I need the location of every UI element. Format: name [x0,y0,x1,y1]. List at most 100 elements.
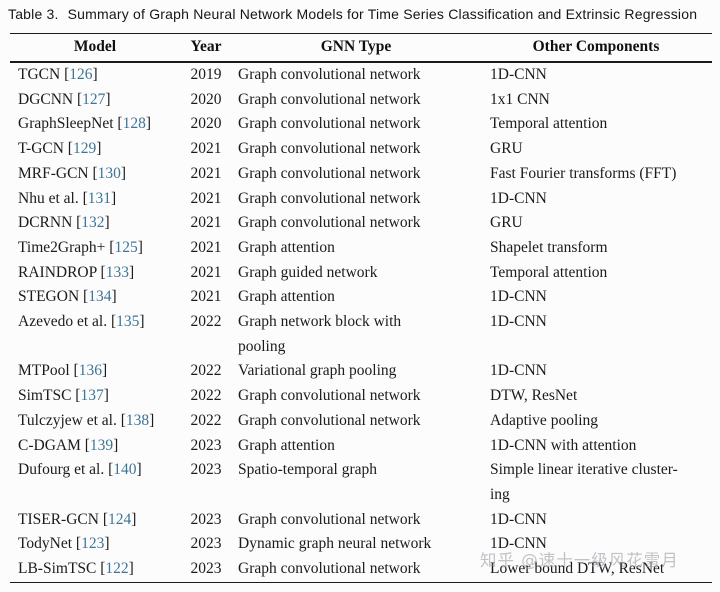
year-cell: 2023 [190,535,222,553]
caption-text: Summary of Graph Neural Network Models f… [67,6,698,22]
year-cell: 2021 [190,263,222,281]
header-row: Model Year GNN Type Other Components [10,34,712,62]
model-cell: C-DGAM [139] [10,434,180,459]
citation-link[interactable]: 134 [88,288,112,306]
citation-link[interactable]: 139 [89,436,114,454]
model-cell: RAINDROP [133] [10,261,180,286]
citation-bracket: ] [92,66,98,83]
table-row: Dufourg et al. [140] 2023 Spatio-temporal … [10,458,712,507]
gnn-type-cell: Graph convolutional network [238,115,421,133]
citation-link[interactable]: 122 [105,560,129,578]
table-row: Tulczyjew et al. [138] 2022 Graph convolut… [10,409,712,434]
table-row: MRF-GCN [130] 2021 Graph convolutional net… [10,162,712,187]
citation-bracket: ] [104,535,110,553]
model-cell: MTPool [136] [10,359,180,384]
year-cell: 2019 [190,66,222,83]
other-components-cell: Fast Fourier transforms (FFT) [490,164,677,182]
model-name: Dufourg et al. [ [18,461,114,479]
table-row: T-GCN [129] 2021 Graph convolutional netwo… [10,137,712,162]
gnn-type-cell: Graph convolutional network [238,510,421,528]
citation-bracket: ] [139,313,145,331]
table-row: LB-SimTSC [122] 2023 Graph convolutional n… [10,557,712,582]
header-year: Year [190,38,222,55]
other-components-cell: 1D-CNN [490,362,547,380]
citation-link[interactable]: 126 [69,66,93,83]
model-cell: TodyNet [123] [10,532,180,557]
year-cell: 2021 [190,189,222,207]
model-name: SimTSC [ [18,387,81,405]
gnn-type-cell: Graph network block with pooling [238,313,402,355]
table-row: SimTSC [137] 2022 Graph convolutional netw… [10,384,712,409]
year-cell: 2020 [190,90,222,108]
table-row: Time2Graph+ [125] 2021 Graph attention Shap… [10,236,712,261]
caption-label: Table 3. [8,6,59,22]
citation-link[interactable]: 124 [107,510,132,528]
other-components-cell: 1D-CNN [490,66,547,83]
table-row: C-DGAM [139] 2023 Graph attention 1D-CNN wi… [10,434,712,459]
year-cell: 2023 [190,560,222,578]
citation-link[interactable]: 136 [78,362,102,380]
header-other-components: Other Components [532,38,660,55]
table-row: TGCN [126] 2019 Graph convolutional networ… [10,62,712,88]
model-cell: Nhu et al. [131] [10,187,180,212]
citation-bracket: ] [128,263,135,281]
model-cell: MRF-GCN [130] [10,162,180,187]
citation-bracket: ] [113,436,119,454]
citation-link[interactable]: 135 [116,313,140,331]
table-row: Nhu et al. [131] 2021 Graph convolutional … [10,187,712,212]
citation-link[interactable]: 123 [81,535,105,553]
model-cell: Time2Graph+ [125] [10,236,180,261]
year-cell: 2021 [190,140,222,158]
citation-bracket: ] [110,189,117,207]
year-cell: 2023 [190,461,222,479]
citation-link[interactable]: 128 [122,115,146,133]
year-cell: 2021 [190,164,222,182]
table-row: GraphSleepNet [128] 2020 Graph convolution… [10,112,712,137]
table-row: MTPool [136] 2022 Variational graph poolin… [10,359,712,384]
citation-link[interactable]: 125 [114,238,138,256]
model-name: Time2Graph+ [ [18,238,115,256]
gnn-type-cell: Graph attention [238,288,335,306]
citation-link[interactable]: 133 [105,263,129,281]
model-cell: DGCNN [127] [10,88,180,113]
citation-bracket: ] [104,214,110,232]
citation-link[interactable]: 129 [72,140,97,158]
model-name: MTPool [ [18,362,79,380]
citation-bracket: ] [145,115,152,133]
model-name: TodyNet [ [18,535,82,553]
table-row: DGCNN [127] 2020 Graph convolutional netwo… [10,88,712,113]
gnn-type-cell: Graph convolutional network [238,140,421,158]
model-cell: T-GCN [129] [10,137,180,162]
citation-link[interactable]: 130 [97,164,121,182]
other-components-cell: 1D-CNN with attention [490,436,637,454]
other-components-cell: 1x1 CNN [490,90,550,108]
model-name: TISER-GCN [ [18,510,108,528]
model-name: TGCN [ [18,66,70,83]
citation-link[interactable]: 127 [82,90,106,108]
citation-bracket: ] [149,411,155,429]
citation-bracket: ] [120,164,127,182]
citation-link[interactable]: 132 [81,214,105,232]
citation-link[interactable]: 138 [125,411,150,429]
gnn-type-cell: Graph convolutional network [238,164,421,182]
model-cell: STEGON [134] [10,285,180,310]
year-cell: 2023 [190,510,222,528]
gnn-type-cell: Graph guided network [238,263,378,281]
citation-link[interactable]: 137 [80,387,104,405]
citation-bracket: ] [131,510,137,528]
year-cell: 2021 [190,288,222,306]
citation-link[interactable]: 140 [113,461,137,479]
citation-link[interactable]: 131 [87,189,111,207]
gnn-type-cell: Graph attention [238,238,335,256]
citation-bracket: ] [96,140,102,158]
header-gnn-type: GNN Type [320,38,392,55]
model-cell: LB-SimTSC [122] [10,557,180,582]
table-body: TGCN [126] 2019 Graph convolutional networ… [10,62,712,582]
model-cell: TGCN [126] [10,62,180,88]
other-components-cell: 1D-CNN [490,288,547,306]
gnn-type-cell: Spatio-temporal graph [238,461,378,479]
other-components-cell: 1D-CNN [490,189,547,207]
model-cell: Tulczyjew et al. [138] [10,409,180,434]
gnn-type-cell: Graph attention [238,436,335,454]
model-cell: Azevedo et al. [135] [10,310,180,359]
